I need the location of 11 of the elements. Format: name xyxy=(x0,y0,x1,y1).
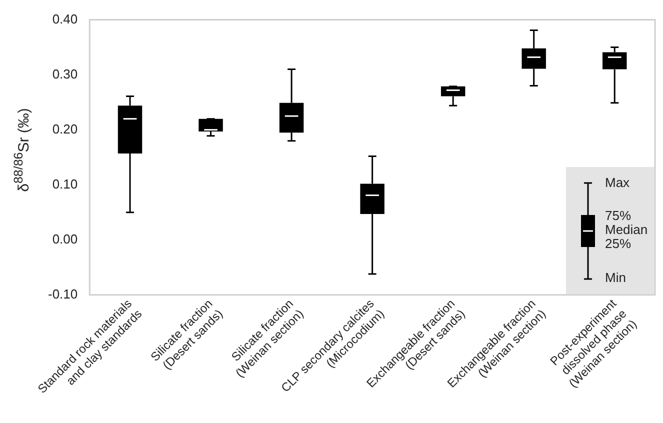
annotation: Min xyxy=(605,270,626,285)
y-tick-label: 0.40 xyxy=(52,11,78,26)
y-tick-label: 0.20 xyxy=(52,121,78,136)
y-tick-label: -0.10 xyxy=(48,286,78,302)
annotation: 75% xyxy=(605,208,632,223)
y-tick-label: 0.10 xyxy=(52,176,78,192)
annotation: Max xyxy=(605,174,630,190)
y-tick-label: 0.00 xyxy=(52,231,78,246)
annotation: Median xyxy=(605,222,648,237)
y-tick-label: 0.30 xyxy=(52,66,78,82)
annotation: 25% xyxy=(605,236,632,251)
